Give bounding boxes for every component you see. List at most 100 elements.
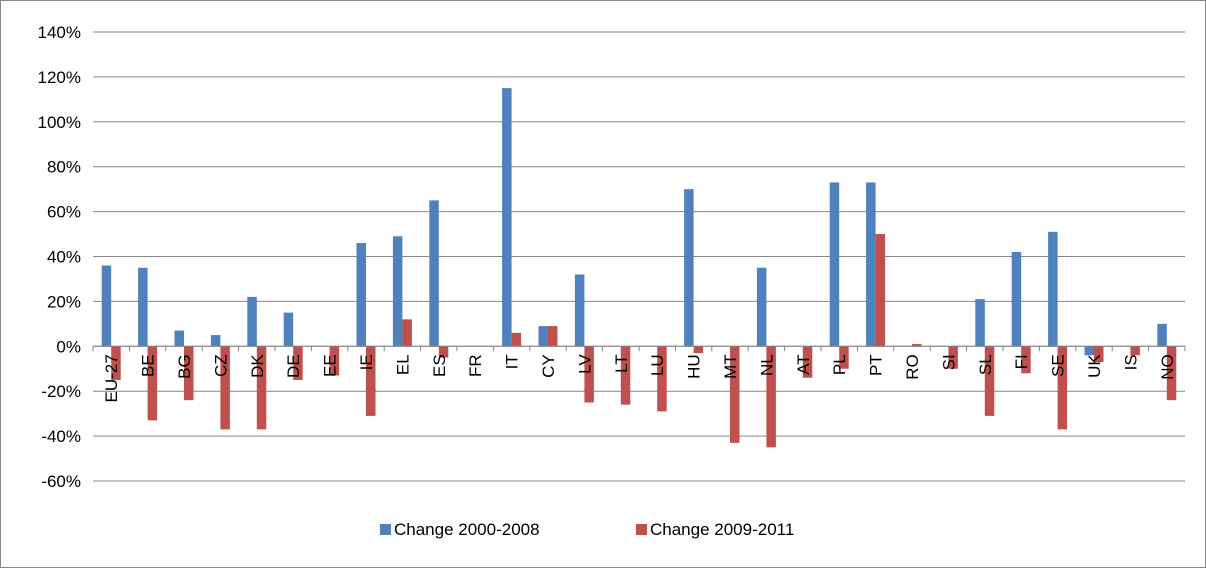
legend-label: Change 2000-2008 xyxy=(394,520,540,539)
x-tick-label: LV xyxy=(575,354,594,374)
y-tick-label: -40% xyxy=(41,427,81,446)
bar-es-series-2 xyxy=(438,346,449,358)
bar-dk-series-1 xyxy=(247,296,257,347)
bar-ro-series-2 xyxy=(912,344,922,347)
legend-label: Change 2009-2011 xyxy=(650,520,794,539)
legend: Change 2000-2008 Change 2009-2011 xyxy=(380,520,794,539)
x-tick-label: SL xyxy=(976,354,995,375)
x-tick-label: DE xyxy=(284,354,303,378)
y-tick-label: 100% xyxy=(38,113,81,132)
x-tick-label: BE xyxy=(139,354,158,377)
bar-dk-series-2 xyxy=(256,346,267,430)
x-tick-label: EE xyxy=(321,354,340,377)
bar-uk-series-2 xyxy=(1094,346,1104,363)
bar-ee-series-2 xyxy=(329,346,340,376)
x-axis-labels: EU-27 BE BG CZ DK DE EE IE EL ES FR IT CY LV LT LU HU MT N… xyxy=(102,354,1177,403)
bar-it-series-2 xyxy=(511,332,522,347)
bar-fi-series-1 xyxy=(1011,252,1022,347)
bar-cz-series-1 xyxy=(210,335,221,347)
x-tick-label: MT xyxy=(721,354,740,379)
legend-swatch xyxy=(380,524,391,535)
bar-uk-series-1 xyxy=(1084,346,1094,356)
bar-no-series-2 xyxy=(1166,346,1177,401)
y-tick-label: 0% xyxy=(56,337,81,356)
x-tick-label: IT xyxy=(503,354,522,369)
x-tick-label: AT xyxy=(794,354,813,374)
bar-nl-series-2 xyxy=(766,346,776,448)
bar-bg-series-1 xyxy=(174,330,184,347)
bar-se-series-1 xyxy=(1048,231,1058,347)
x-tick-label: RO xyxy=(903,354,922,380)
bar-cy-series-1 xyxy=(538,326,548,347)
x-axis xyxy=(92,345,1186,352)
bar-bg-series-2 xyxy=(184,346,194,401)
bar-el-series-2 xyxy=(402,319,412,347)
bar-pl-series-1 xyxy=(829,182,840,347)
x-tick-label: SE xyxy=(1049,354,1068,377)
x-tick-label: NO xyxy=(1158,354,1177,380)
bar-no-series-1 xyxy=(1157,323,1167,347)
bar-it-series-1 xyxy=(502,88,512,347)
x-tick-label: LT xyxy=(612,354,631,373)
x-tick-label: PL xyxy=(830,354,849,375)
bar-de-series-2 xyxy=(293,346,303,380)
bar-es-series-1 xyxy=(429,200,439,347)
bar-cy-series-2 xyxy=(548,326,558,347)
bar-lt-series-2 xyxy=(620,346,631,405)
bar-at-series-2 xyxy=(802,346,813,378)
y-tick-label: 80% xyxy=(47,158,81,177)
bar-mt-series-2 xyxy=(730,346,740,443)
bar-si-series-2 xyxy=(948,346,958,369)
bar-se-series-2 xyxy=(1057,346,1068,430)
bar-lv-series-2 xyxy=(584,346,594,403)
x-tick-label: LU xyxy=(648,354,667,376)
bar-pt-series-1 xyxy=(866,182,876,347)
x-tick-label: EL xyxy=(393,354,412,375)
bar-eu-27-series-2 xyxy=(111,346,121,380)
x-tick-label: HU xyxy=(685,354,704,379)
bar-is-series-2 xyxy=(1130,346,1140,356)
bars xyxy=(101,88,1177,448)
y-tick-label: -60% xyxy=(41,472,81,491)
x-tick-label: IE xyxy=(357,354,376,370)
y-tick-label: 140% xyxy=(38,23,81,42)
bar-sl-series-2 xyxy=(984,346,995,416)
bar-pt-series-2 xyxy=(875,234,886,347)
bar-hu-series-1 xyxy=(684,189,694,347)
x-tick-label: CZ xyxy=(211,354,230,377)
y-tick-label: 120% xyxy=(38,68,81,87)
y-axis-ticks: -60% -40% -20% 0% 20% 40% 60% 80% 100% 120% 140% xyxy=(38,23,81,491)
x-tick-label: FI xyxy=(1012,354,1031,369)
x-tick-label: CY xyxy=(539,354,558,378)
x-tick-label: EU-27 xyxy=(102,354,121,402)
bar-sl-series-1 xyxy=(975,299,985,347)
x-tick-label: DK xyxy=(248,354,267,378)
y-tick-label: 60% xyxy=(47,203,81,222)
bar-be-series-2 xyxy=(147,346,158,421)
bar-eu-27-series-1 xyxy=(101,265,112,347)
x-tick-label: ES xyxy=(430,354,449,377)
bar-ie-series-1 xyxy=(356,243,366,347)
bar-nl-series-1 xyxy=(756,267,767,347)
y-tick-label: 40% xyxy=(47,248,81,267)
bar-lu-series-2 xyxy=(657,346,667,412)
x-tick-label: IS xyxy=(1121,354,1140,370)
x-tick-label: UK xyxy=(1085,354,1104,378)
bar-lv-series-1 xyxy=(574,274,585,347)
bar-de-series-1 xyxy=(283,312,294,347)
x-tick-label: NL xyxy=(757,354,776,376)
gridlines xyxy=(93,31,1185,482)
x-tick-label: FR xyxy=(466,354,485,377)
bar-hu-series-2 xyxy=(693,346,704,354)
bar-ie-series-2 xyxy=(366,346,376,416)
bar-fi-series-2 xyxy=(1021,346,1031,374)
y-tick-label: 20% xyxy=(47,292,81,311)
legend-swatch xyxy=(636,524,647,535)
x-tick-label: BG xyxy=(175,354,194,379)
bar-cz-series-2 xyxy=(220,346,230,430)
bar-be-series-1 xyxy=(138,267,148,347)
bar-pl-series-2 xyxy=(839,346,849,369)
